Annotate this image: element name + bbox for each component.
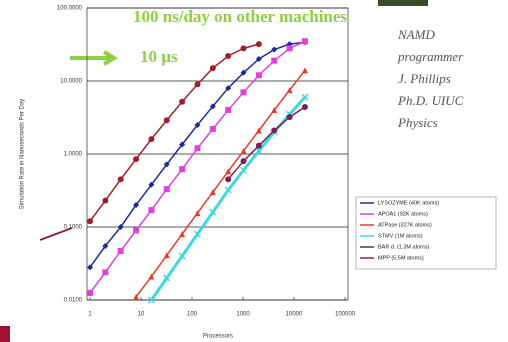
point bbox=[302, 67, 308, 73]
point bbox=[164, 186, 170, 192]
side-text-line: Ph.D. UIUC bbox=[397, 93, 464, 108]
point bbox=[194, 145, 200, 151]
point bbox=[225, 53, 231, 59]
y-tick-label: 10.0000 bbox=[60, 79, 82, 85]
x-tick-label: 1 bbox=[88, 312, 92, 318]
point bbox=[271, 58, 277, 64]
x-axis-label: Processors bbox=[203, 334, 233, 340]
point bbox=[287, 45, 293, 51]
point bbox=[87, 218, 93, 224]
legend-label: STMV (1M atoms) bbox=[378, 233, 423, 239]
point bbox=[256, 41, 262, 47]
point bbox=[102, 198, 108, 204]
series-line bbox=[90, 44, 259, 221]
point bbox=[87, 290, 93, 296]
point bbox=[287, 114, 293, 120]
point bbox=[102, 269, 108, 275]
legend-box bbox=[356, 197, 496, 269]
x-tick-label: 10 bbox=[138, 312, 145, 318]
chart-title: 100 ns/day on other machines bbox=[133, 7, 347, 26]
point bbox=[179, 166, 185, 172]
point bbox=[133, 156, 139, 162]
side-text-line: NAMD bbox=[397, 27, 435, 42]
point bbox=[241, 45, 247, 51]
point bbox=[241, 158, 247, 164]
point bbox=[118, 176, 124, 182]
point bbox=[148, 136, 154, 142]
point bbox=[179, 99, 185, 105]
x-tick-label: 1000 bbox=[236, 312, 250, 318]
point bbox=[256, 143, 262, 149]
y-axis-label: Simulation Rate in Nanoseconds Per Day bbox=[20, 99, 26, 209]
point bbox=[148, 207, 154, 213]
legend-label: LYSOZYME (40K atoms) bbox=[378, 200, 439, 206]
arrow bbox=[70, 52, 114, 64]
x-tick-label: 100000 bbox=[335, 312, 356, 318]
legend-label: APOA1 (92K atoms) bbox=[378, 211, 428, 217]
plot bbox=[87, 38, 308, 303]
point bbox=[302, 104, 308, 110]
point bbox=[302, 38, 308, 44]
x-tick-label: 10000 bbox=[286, 312, 303, 318]
side-text: NAMD programmer J. Phillips Ph.D. UIUC Physi… bbox=[397, 27, 464, 130]
x-tick-label: 100 bbox=[187, 312, 198, 318]
side-text-line: J. Phillips bbox=[398, 71, 451, 86]
point bbox=[118, 248, 124, 254]
side-text-line: programmer bbox=[397, 49, 464, 64]
page: {"chart_data": {"type": "line", "title":… bbox=[0, 0, 508, 342]
y-tick-label: 0.0100 bbox=[64, 298, 83, 304]
legend-label: BAR d. (1.3M atoms) bbox=[378, 244, 430, 250]
point bbox=[210, 65, 216, 71]
point bbox=[271, 127, 277, 133]
chart: Processors Simulation Rate in Nanosecond… bbox=[0, 0, 508, 342]
edge-decoration bbox=[0, 326, 10, 342]
point bbox=[133, 227, 139, 233]
y-tick-label: 1.0000 bbox=[64, 152, 83, 158]
corner-decoration bbox=[378, 0, 428, 6]
side-text-line: Physics bbox=[397, 115, 438, 130]
series-line bbox=[136, 70, 305, 297]
series-line bbox=[151, 97, 305, 300]
legend-label: ATPase (327K atoms) bbox=[378, 222, 432, 228]
point bbox=[194, 81, 200, 87]
annotation: 10 µs bbox=[140, 47, 178, 66]
point bbox=[241, 89, 247, 95]
point bbox=[210, 126, 216, 132]
point bbox=[225, 107, 231, 113]
point bbox=[164, 117, 170, 123]
y-tick-label: 0.1000 bbox=[64, 225, 83, 231]
legend-label: MPP (5.5M atoms) bbox=[378, 255, 424, 261]
y-tick-label: 100.0000 bbox=[57, 6, 83, 12]
series-line bbox=[90, 41, 305, 293]
point bbox=[225, 176, 231, 182]
point bbox=[256, 72, 262, 78]
